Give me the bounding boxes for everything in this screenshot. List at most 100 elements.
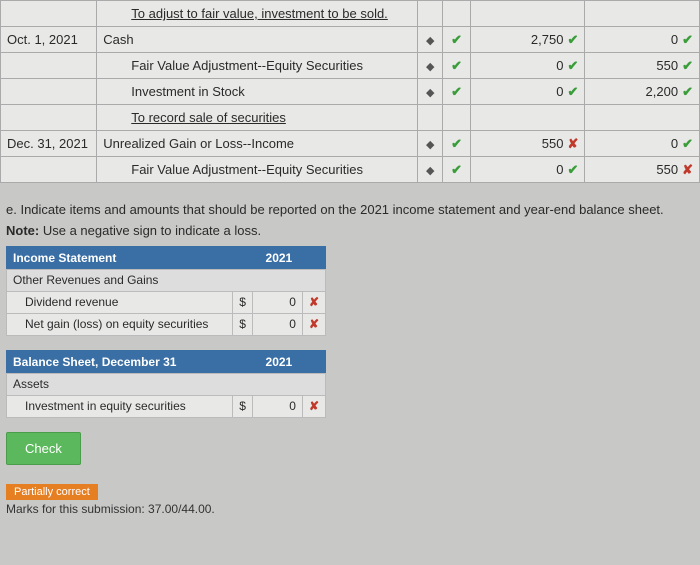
balance-sheet-subhead: Assets bbox=[7, 373, 326, 395]
mini-row-status: ✘ bbox=[302, 291, 325, 313]
mini-row-label: Dividend revenue bbox=[7, 291, 233, 313]
credit-value[interactable]: 550 bbox=[656, 58, 678, 73]
check-icon: ✔ bbox=[567, 32, 578, 48]
journal-debit[interactable]: 0 ✔ bbox=[470, 53, 585, 79]
dropdown-icon[interactable]: ◆ bbox=[426, 35, 434, 47]
currency-symbol: $ bbox=[233, 395, 253, 417]
journal-account-status: ✔ bbox=[443, 79, 470, 105]
journal-selector[interactable]: ◆ bbox=[418, 53, 443, 79]
check-icon: ✔ bbox=[567, 58, 578, 74]
cross-icon: ✘ bbox=[309, 399, 319, 413]
mini-row-status: ✘ bbox=[302, 313, 325, 335]
journal-account-status: ✔ bbox=[443, 27, 470, 53]
journal-account-status bbox=[443, 105, 470, 131]
note-label: Note: bbox=[6, 223, 39, 238]
journal-debit[interactable]: 0 ✔ bbox=[470, 79, 585, 105]
journal-table: To adjust to fair value, investment to b… bbox=[0, 0, 700, 183]
check-icon: ✔ bbox=[682, 136, 693, 152]
journal-account[interactable]: Unrealized Gain or Loss--Income bbox=[97, 131, 418, 157]
partially-correct-badge: Partially correct bbox=[6, 484, 98, 500]
dropdown-icon[interactable]: ◆ bbox=[426, 87, 434, 99]
cross-icon: ✘ bbox=[309, 295, 319, 309]
dropdown-icon[interactable]: ◆ bbox=[426, 61, 434, 73]
mini-row-value[interactable]: 0 bbox=[252, 313, 302, 335]
cross-icon: ✘ bbox=[309, 317, 319, 331]
check-icon: ✔ bbox=[451, 136, 462, 151]
journal-debit[interactable]: 2,750 ✔ bbox=[470, 27, 585, 53]
debit-value[interactable]: 0 bbox=[556, 162, 563, 177]
journal-credit bbox=[585, 1, 700, 27]
currency-symbol: $ bbox=[233, 291, 253, 313]
check-icon: ✔ bbox=[451, 32, 462, 47]
balance-sheet-year: 2021 bbox=[233, 350, 326, 373]
income-statement-year: 2021 bbox=[233, 246, 326, 269]
journal-credit[interactable]: 2,200 ✔ bbox=[585, 79, 700, 105]
mini-row-value[interactable]: 0 bbox=[252, 291, 302, 313]
journal-account: To record sale of securities bbox=[97, 105, 418, 131]
part-e-note: Note: Use a negative sign to indicate a … bbox=[6, 223, 694, 238]
journal-account[interactable]: Cash bbox=[97, 27, 418, 53]
journal-account-status: ✔ bbox=[443, 53, 470, 79]
credit-value[interactable]: 550 bbox=[656, 162, 678, 177]
journal-account: To adjust to fair value, investment to b… bbox=[97, 1, 418, 27]
credit-value[interactable]: 2,200 bbox=[646, 84, 679, 99]
journal-date bbox=[1, 53, 97, 79]
check-icon: ✔ bbox=[567, 162, 578, 178]
check-icon: ✔ bbox=[682, 32, 693, 48]
journal-selector[interactable]: ◆ bbox=[418, 79, 443, 105]
journal-date bbox=[1, 79, 97, 105]
journal-debit[interactable]: 0 ✔ bbox=[470, 157, 585, 183]
mini-row-status: ✘ bbox=[302, 395, 325, 417]
credit-value[interactable]: 0 bbox=[671, 32, 678, 47]
journal-selector[interactable]: ◆ bbox=[418, 27, 443, 53]
journal-account[interactable]: Fair Value Adjustment--Equity Securities bbox=[97, 53, 418, 79]
part-e-text: e. Indicate items and amounts that shoul… bbox=[6, 201, 694, 219]
debit-value[interactable]: 0 bbox=[556, 84, 563, 99]
check-icon: ✔ bbox=[682, 58, 693, 74]
cross-icon: ✘ bbox=[682, 162, 693, 178]
journal-selector bbox=[418, 105, 443, 131]
income-statement-subhead: Other Revenues and Gains bbox=[7, 269, 326, 291]
check-icon: ✔ bbox=[567, 84, 578, 100]
mini-row-label: Investment in equity securities bbox=[7, 395, 233, 417]
check-button[interactable]: Check bbox=[6, 432, 81, 465]
journal-account-status bbox=[443, 1, 470, 27]
marks-text: Marks for this submission: 37.00/44.00. bbox=[6, 502, 700, 516]
balance-sheet-title: Balance Sheet, December 31 bbox=[7, 350, 233, 373]
journal-credit[interactable]: 550 ✔ bbox=[585, 53, 700, 79]
check-icon: ✔ bbox=[451, 58, 462, 73]
income-statement-title: Income Statement bbox=[7, 246, 233, 269]
dropdown-icon[interactable]: ◆ bbox=[426, 139, 434, 151]
journal-date bbox=[1, 157, 97, 183]
journal-debit bbox=[470, 105, 585, 131]
journal-credit[interactable]: 550 ✘ bbox=[585, 157, 700, 183]
journal-debit[interactable]: 550 ✘ bbox=[470, 131, 585, 157]
journal-account-status: ✔ bbox=[443, 157, 470, 183]
journal-credit[interactable]: 0 ✔ bbox=[585, 27, 700, 53]
journal-account[interactable]: Investment in Stock bbox=[97, 79, 418, 105]
check-icon: ✔ bbox=[451, 84, 462, 99]
dropdown-icon[interactable]: ◆ bbox=[426, 165, 434, 177]
journal-date bbox=[1, 105, 97, 131]
journal-date: Oct. 1, 2021 bbox=[1, 27, 97, 53]
mini-row-label: Net gain (loss) on equity securities bbox=[7, 313, 233, 335]
journal-debit bbox=[470, 1, 585, 27]
mini-row-value[interactable]: 0 bbox=[252, 395, 302, 417]
currency-symbol: $ bbox=[233, 313, 253, 335]
journal-selector[interactable]: ◆ bbox=[418, 131, 443, 157]
journal-credit[interactable]: 0 ✔ bbox=[585, 131, 700, 157]
debit-value[interactable]: 550 bbox=[542, 136, 564, 151]
journal-credit bbox=[585, 105, 700, 131]
check-icon: ✔ bbox=[682, 84, 693, 100]
journal-date bbox=[1, 1, 97, 27]
debit-value[interactable]: 0 bbox=[556, 58, 563, 73]
credit-value[interactable]: 0 bbox=[671, 136, 678, 151]
journal-account[interactable]: Fair Value Adjustment--Equity Securities bbox=[97, 157, 418, 183]
check-icon: ✔ bbox=[451, 162, 462, 177]
journal-date: Dec. 31, 2021 bbox=[1, 131, 97, 157]
journal-selector bbox=[418, 1, 443, 27]
income-statement-table: Income Statement 2021 Other Revenues and… bbox=[6, 246, 326, 336]
journal-selector[interactable]: ◆ bbox=[418, 157, 443, 183]
debit-value[interactable]: 2,750 bbox=[531, 32, 564, 47]
journal-account-status: ✔ bbox=[443, 131, 470, 157]
